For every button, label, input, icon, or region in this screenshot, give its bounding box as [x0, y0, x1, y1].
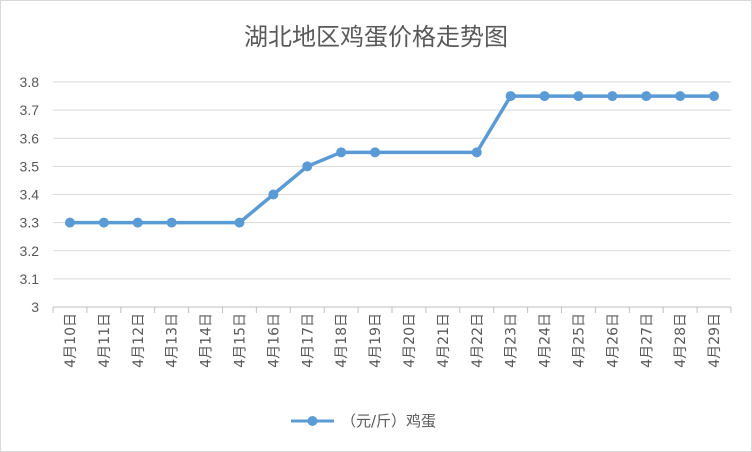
- y-tick-label: 3: [31, 299, 39, 315]
- x-tick-label: 4月19日: [368, 313, 384, 368]
- x-tick-label: 4月13日: [165, 313, 181, 368]
- legend: （元/斤）鸡蛋: [291, 412, 436, 430]
- y-tick-label: 3.7: [20, 102, 40, 118]
- x-tick-label: 4月16日: [266, 313, 282, 368]
- chart-title: 湖北地区鸡蛋价格走势图: [244, 23, 508, 51]
- x-tick-label: 4月27日: [639, 313, 655, 368]
- y-tick-label: 3.8: [20, 74, 40, 90]
- data-point: [539, 91, 550, 102]
- x-tick-label: 4月22日: [470, 313, 486, 368]
- legend-label: （元/斤）鸡蛋: [341, 412, 436, 430]
- x-tick-label: 4月17日: [300, 313, 316, 368]
- y-tick-label: 3.5: [20, 158, 40, 174]
- x-tick-label: 4月23日: [504, 313, 520, 368]
- series-layer: [64, 91, 720, 228]
- data-point: [336, 147, 347, 158]
- x-tick-label: 4月24日: [538, 313, 554, 368]
- x-tick-label: 4月29日: [707, 313, 723, 368]
- data-point: [268, 189, 279, 200]
- x-tick-label: 4月20日: [402, 313, 418, 368]
- x-tick-label: 4月28日: [673, 313, 689, 368]
- y-tick-label: 3.4: [20, 187, 40, 203]
- data-point: [98, 217, 109, 228]
- data-point: [234, 217, 245, 228]
- data-point: [132, 217, 143, 228]
- data-point: [607, 91, 618, 102]
- x-tick-label: 4月15日: [232, 313, 248, 368]
- x-tick-label: 4月18日: [334, 313, 350, 368]
- data-point: [64, 217, 75, 228]
- series-line: [69, 94, 715, 225]
- y-tick-label: 3.6: [20, 130, 40, 146]
- x-tick-label: 4月14日: [199, 313, 215, 368]
- data-point: [573, 91, 584, 102]
- y-axis-ticks: 3 3.1 3.2 3.3 3.4 3.5 3.6 3.7 3.8: [20, 74, 40, 315]
- data-point: [302, 161, 313, 172]
- data-point: [505, 91, 516, 102]
- data-point: [166, 217, 177, 228]
- data-point: [370, 147, 381, 158]
- x-tick-label: 4月26日: [605, 313, 621, 368]
- y-tick-label: 3.2: [20, 243, 40, 259]
- x-axis-ticks: 4月10日 4月11日 4月12日 4月13日 4月14日 4月15日 4月16日 4月17日…: [63, 313, 723, 368]
- y-tick-label: 3.1: [20, 271, 40, 287]
- data-point: [709, 91, 720, 102]
- x-tick-label: 4月21日: [436, 313, 452, 368]
- data-point: [641, 91, 652, 102]
- legend-marker-swatch: [307, 416, 318, 426]
- data-point: [675, 91, 686, 102]
- gridlines: [52, 81, 732, 313]
- data-point: [471, 147, 482, 158]
- y-tick-label: 3.3: [20, 215, 40, 231]
- x-tick-label: 4月12日: [131, 313, 147, 368]
- x-tick-label: 4月25日: [571, 313, 587, 368]
- x-tick-label: 4月11日: [97, 313, 113, 368]
- x-tick-label: 4月10日: [63, 313, 79, 368]
